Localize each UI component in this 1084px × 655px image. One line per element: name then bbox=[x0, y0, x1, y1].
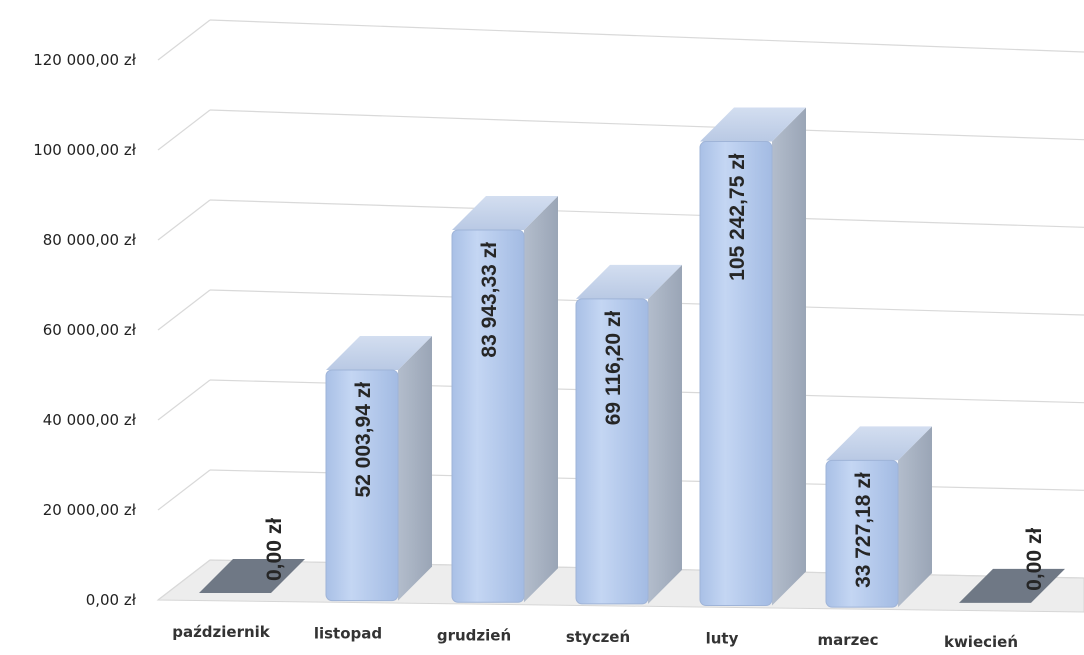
bar-front bbox=[699, 141, 773, 606]
bar: 52 003,94 zł bbox=[325, 335, 432, 602]
bar: 0,00 zł bbox=[199, 518, 305, 593]
bar: 83 943,33 zł bbox=[451, 196, 558, 603]
gridline-diagonal bbox=[157, 19, 211, 61]
bars: 0,00 zł 52 003,94 zł 83 943,33 zł 69 116,20… bbox=[199, 107, 1065, 608]
x-axis: październik listopad grudzień styczeń luty ma… bbox=[172, 623, 1018, 651]
y-tick-label: 60 000,00 zł bbox=[43, 321, 137, 339]
bar-zero-top bbox=[959, 568, 1065, 603]
gridline-diagonal bbox=[157, 109, 211, 151]
x-tick-label: październik bbox=[172, 623, 271, 641]
bar-front bbox=[825, 459, 899, 608]
bar: 69 116,20 zł bbox=[575, 264, 682, 605]
bar-front bbox=[451, 229, 525, 603]
x-tick-label: kwiecień bbox=[944, 633, 1018, 651]
bar-zero-top bbox=[199, 558, 305, 593]
bar-top bbox=[326, 335, 432, 370]
data-label: 52 003,94 zł bbox=[352, 382, 375, 498]
gridline-diagonal bbox=[157, 199, 211, 241]
gridline-diagonal bbox=[157, 379, 211, 421]
bar: 105 242,75 zł bbox=[699, 107, 806, 606]
bar-side bbox=[772, 107, 806, 606]
bar-top bbox=[452, 196, 558, 231]
y-tick-label: 0,00 zł bbox=[86, 591, 137, 609]
bar-side bbox=[524, 196, 558, 603]
bar-side bbox=[398, 335, 432, 601]
x-tick-label: luty bbox=[706, 629, 739, 647]
x-tick-label: marzec bbox=[818, 631, 879, 649]
gridline bbox=[209, 109, 1084, 141]
gridline-diagonal bbox=[157, 289, 211, 331]
y-tick-label: 100 000,00 zł bbox=[33, 141, 137, 159]
bar-top bbox=[700, 107, 806, 142]
bar-top bbox=[576, 264, 682, 299]
x-tick-label: styczeń bbox=[566, 628, 630, 646]
data-label: 69 116,20 zł bbox=[602, 311, 625, 426]
y-tick-label: 40 000,00 zł bbox=[43, 411, 137, 429]
gridline-diagonal bbox=[157, 469, 211, 511]
bar-side bbox=[648, 264, 682, 604]
x-tick-label: grudzień bbox=[437, 626, 511, 644]
gridline bbox=[209, 19, 1084, 53]
y-tick-label: 20 000,00 zł bbox=[43, 501, 137, 519]
data-label: 0,00 zł bbox=[1023, 528, 1046, 591]
x-tick-label: listopad bbox=[314, 625, 382, 643]
bar-top bbox=[826, 426, 932, 461]
data-label: 33 727,18 zł bbox=[852, 472, 875, 588]
y-tick-label: 80 000,00 zł bbox=[43, 231, 137, 249]
bar-side bbox=[898, 426, 932, 608]
y-tick-label: 120 000,00 zł bbox=[33, 51, 137, 69]
bar: 33 727,18 zł bbox=[825, 426, 932, 608]
data-label: 83 943,33 zł bbox=[478, 242, 501, 358]
gridline-diagonal bbox=[157, 559, 211, 601]
data-label: 0,00 zł bbox=[263, 518, 286, 581]
y-axis: 0,00 zł 20 000,00 zł 40 000,00 zł 60 000,00… bbox=[33, 51, 137, 609]
bar: 0,00 zł bbox=[959, 528, 1065, 603]
gridline bbox=[209, 199, 1084, 228]
data-label: 105 242,75 zł bbox=[726, 153, 749, 280]
bar-front bbox=[575, 298, 649, 605]
bar-front bbox=[325, 369, 399, 602]
